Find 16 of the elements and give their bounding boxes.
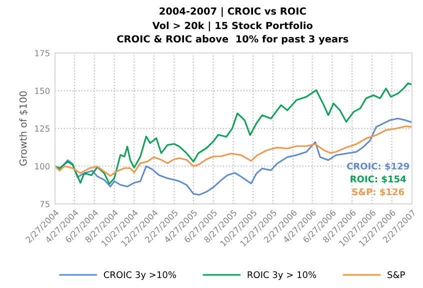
y-tick-label: 125 (35, 125, 50, 132)
legend-label: CROIC 3y >10% (104, 271, 176, 280)
y-tick-label: 150 (35, 88, 50, 94)
y-tick-label: 75 (40, 200, 50, 208)
line-series (54, 82, 412, 185)
line-series (54, 125, 412, 177)
legend-label: ROIC 3y > 10% (248, 271, 316, 280)
annotation: S&P: $126 (352, 188, 404, 196)
y-axis-title: Growth of $100 (19, 91, 28, 166)
annotation: ROIC: $154 (350, 175, 406, 184)
y-tick-label: 100 (35, 163, 50, 170)
y-tick-label: 175 (35, 50, 50, 56)
annotation: CROIC: $129 (346, 162, 410, 171)
legend-label: S&P (388, 271, 405, 278)
chart-subtitle: Vol > 20k | 15 Stock Portfolio CROIC & ROIC above 10% for past 3 years (117, 22, 348, 44)
chart-title: 2004-2007 | CROIC vs ROIC (160, 7, 306, 17)
